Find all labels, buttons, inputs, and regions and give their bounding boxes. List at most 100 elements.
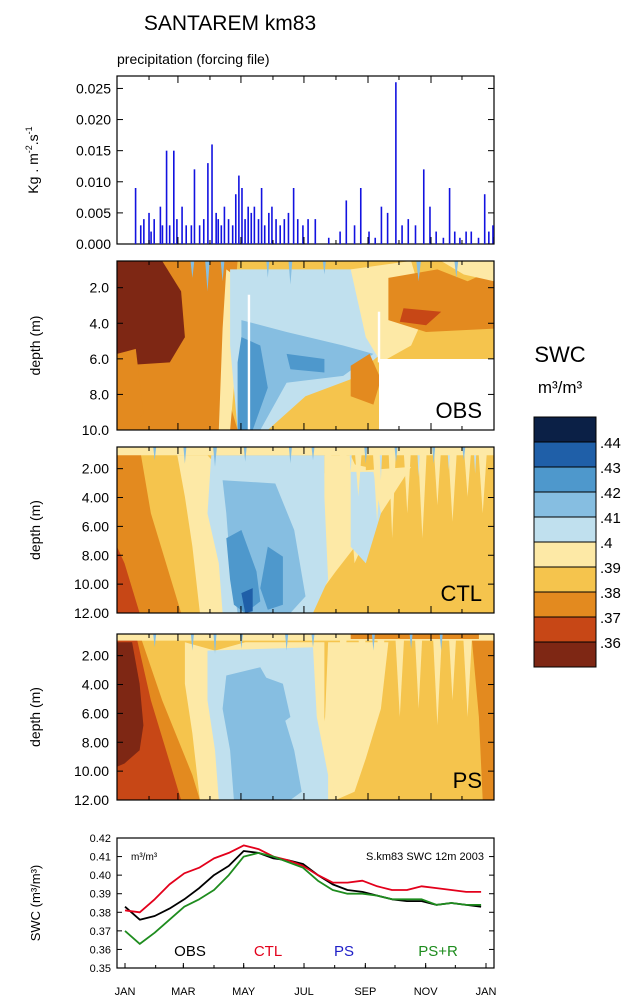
wet-spike (371, 634, 375, 651)
colorbar-swatch (533, 616, 597, 643)
ps-label: PS (453, 768, 482, 793)
swc-xtick-label: MAY (232, 986, 256, 998)
colorbar-swatch (533, 441, 597, 468)
obs-panel: 2.0 4.0 6.0 8.0 10.0 depth (m) OBS (27, 260, 495, 438)
swc-xtick-label: NOV (414, 986, 439, 998)
precip-ytick-label: 0.025 (76, 80, 111, 96)
ps-ytick-label: 8.00 (82, 734, 109, 750)
colorbar-swatch (533, 541, 597, 568)
wet-spike (311, 447, 315, 461)
colorbar-label: .37 (600, 610, 621, 627)
precip-ytick-label: 0.005 (76, 205, 111, 221)
wet-spike (322, 261, 326, 275)
wet-spike (190, 634, 194, 651)
precip-ylabel: Kg . m-2.s-1 (24, 126, 41, 193)
ctl-frame (116, 446, 495, 614)
colorbar-label: .38 (600, 585, 621, 602)
contour-region (237, 337, 268, 430)
ps-ytick-label: 4.00 (82, 677, 109, 693)
wet-spike (205, 261, 210, 292)
swc-ytick-label: 0.35 (90, 963, 111, 975)
colorbar: SWC m³/m³ .44 .43 .42 .41 .4 .39 .38 .37 .36 (533, 342, 621, 668)
colorbar-label: .43 (600, 460, 621, 477)
legend-ps: PS (334, 943, 354, 960)
wet-spike (285, 634, 289, 651)
obs-ytick-label: 2.0 (90, 280, 110, 296)
ctl-ylabel: depth (m) (27, 500, 43, 560)
colorbar-label: .42 (600, 485, 621, 502)
swc-ytick-label: 0.41 (90, 852, 111, 864)
swc-xtick-label: JAN (115, 986, 136, 998)
ctl-ytick-label: 8.00 (82, 547, 109, 563)
colorbar-swatch (533, 466, 597, 493)
swc-unit-label: m³/m³ (131, 852, 158, 863)
ctl-label: CTL (440, 581, 482, 606)
wet-spike (409, 634, 413, 649)
ps-ytick-label: 10.00 (74, 763, 109, 779)
wet-spike (448, 447, 458, 522)
obs-label: OBS (436, 398, 482, 423)
wet-spike (478, 447, 488, 514)
wet-spike (354, 447, 363, 497)
colorbar-label: .39 (600, 560, 621, 577)
wet-spike (213, 447, 217, 467)
precip-ytick-label: 0.020 (76, 112, 111, 128)
precip-frame (116, 75, 495, 245)
contour-region (222, 667, 302, 800)
contour-region (471, 634, 494, 800)
wet-spike (403, 447, 412, 514)
ctl-ytick-label: 12.00 (74, 605, 109, 621)
colorbar-swatch (533, 641, 597, 668)
wet-spike (416, 261, 421, 282)
colorbar-label: .4 (600, 535, 613, 552)
swc-ytick-label: 0.40 (90, 870, 111, 882)
wet-spike (358, 634, 366, 701)
obs-ytick-label: 10.0 (82, 422, 109, 438)
colorbar-label: .41 (600, 510, 621, 527)
legend-psplusr: PS+R (418, 943, 458, 960)
contour-region (350, 353, 381, 405)
colorbar-swatch (533, 491, 597, 518)
wet-spike (266, 261, 270, 278)
contour-region (286, 353, 325, 373)
wet-spike (432, 634, 442, 726)
contour-region (441, 261, 494, 282)
wet-spike (432, 447, 436, 464)
contour-region (117, 546, 140, 613)
swc-annotation: S.km83 SWC 12m 2003 (366, 851, 484, 863)
swc-ytick-label: 0.37 (90, 926, 111, 938)
wet-spike (388, 447, 396, 539)
colorbar-swatch (533, 591, 597, 618)
colorbar-label: .36 (600, 635, 621, 652)
swc-xtick-label: SEP (354, 986, 376, 998)
main-title: SANTAREM km83 (144, 12, 316, 35)
swc-xtick-label: JUL (294, 986, 314, 998)
obs-field (117, 261, 494, 430)
contour-region (260, 675, 291, 726)
swc-line-panel: 0.42 0.41 0.40 0.39 0.38 0.37 0.36 0.35 JAN MAR MA… (28, 833, 496, 998)
swc-ytick-label: 0.36 (90, 944, 111, 956)
contour-region (324, 642, 389, 800)
colorbar-label: .44 (600, 435, 621, 452)
contour-region (117, 261, 185, 366)
ctl-ytick-label: 2.00 (82, 461, 109, 477)
wet-spike (311, 634, 315, 648)
ctl-field (117, 447, 494, 613)
wet-spike (288, 447, 292, 464)
obs-ytick-label: 4.0 (90, 315, 110, 331)
wet-spike (372, 447, 382, 522)
contour-region (117, 642, 144, 767)
ctl-ytick-label: 4.00 (82, 490, 109, 506)
wet-spike (463, 447, 472, 497)
colorbar-title: SWC (534, 342, 585, 367)
wet-spike (153, 447, 157, 461)
wet-spike (417, 447, 427, 539)
wet-spike (288, 261, 293, 285)
wet-spike (324, 447, 332, 489)
legend-obs: OBS (174, 943, 206, 960)
wet-spike (394, 447, 398, 462)
ps-field (117, 634, 494, 800)
swc-xtick-label: MAR (171, 986, 196, 998)
colorbar-swatch (533, 516, 597, 543)
